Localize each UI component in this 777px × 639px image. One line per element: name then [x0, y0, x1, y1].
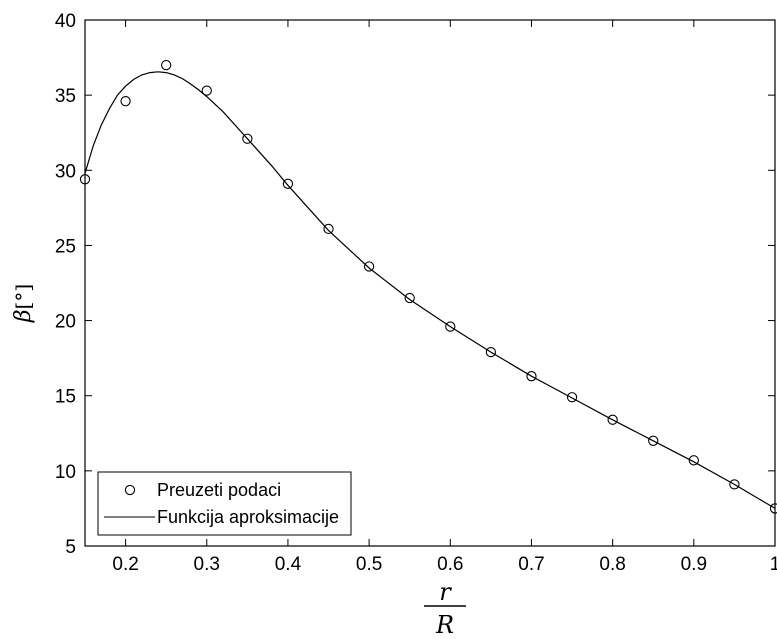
plot-series [79, 59, 777, 514]
axis-ticks [85, 19, 776, 547]
y-tick-label: 20 [55, 312, 76, 333]
y-tick-label: 10 [55, 462, 76, 483]
x-tick-label: 0.4 [275, 554, 302, 575]
data-point [363, 261, 375, 272]
data-point [769, 503, 777, 514]
fit-curve-line [84, 71, 776, 509]
legend-marker-data [124, 484, 136, 496]
data-point [404, 292, 415, 304]
legend-label-line: Funkcija aproksimacije [157, 507, 339, 527]
data-point [201, 85, 212, 96]
data-point [607, 414, 618, 425]
svg-text:β[°]: β[°] [11, 284, 36, 323]
x-tick-label: 0.5 [356, 554, 382, 575]
data-point [729, 479, 740, 490]
data-point [648, 435, 659, 446]
y-tick-label: 5 [65, 537, 76, 558]
y-tick-label: 15 [55, 387, 76, 408]
x-axis-denominator: R [435, 611, 454, 639]
x-axis-numerator: r [439, 578, 452, 606]
data-point [120, 96, 131, 107]
x-tick-label: 0.6 [437, 554, 463, 575]
data-point [323, 223, 334, 235]
y-axis-symbol: β [11, 309, 36, 323]
x-tick-label: 0.8 [599, 554, 625, 575]
plot-frame [84, 19, 776, 547]
x-axis-label: r R [424, 578, 466, 639]
data-point [282, 178, 294, 189]
data-point [242, 133, 253, 144]
x-tick-label: 1 [770, 554, 777, 575]
y-tick-label: 40 [55, 11, 76, 32]
y-tick-label: 25 [55, 236, 76, 257]
data-point [445, 321, 456, 332]
data-point [566, 392, 578, 403]
legend-box [97, 471, 352, 536]
data-point [161, 59, 172, 71]
x-tick-label: 0.3 [194, 554, 220, 575]
y-tick-label: 35 [55, 86, 76, 107]
y-axis-unit: [°] [11, 284, 35, 310]
x-tick-label: 0.2 [112, 554, 138, 575]
data-point [485, 346, 497, 358]
y-axis-label: β[°] [11, 284, 36, 323]
legend-label-data: Preuzeti podaci [157, 480, 281, 500]
x-tick-label: 0.9 [681, 554, 707, 575]
data-point [688, 455, 699, 466]
x-tick-label: 0.7 [518, 554, 544, 575]
legend: Preuzeti podaci Funkcija aproksimacije [97, 471, 352, 536]
y-tick-label: 30 [55, 161, 76, 182]
data-point [526, 371, 537, 382]
